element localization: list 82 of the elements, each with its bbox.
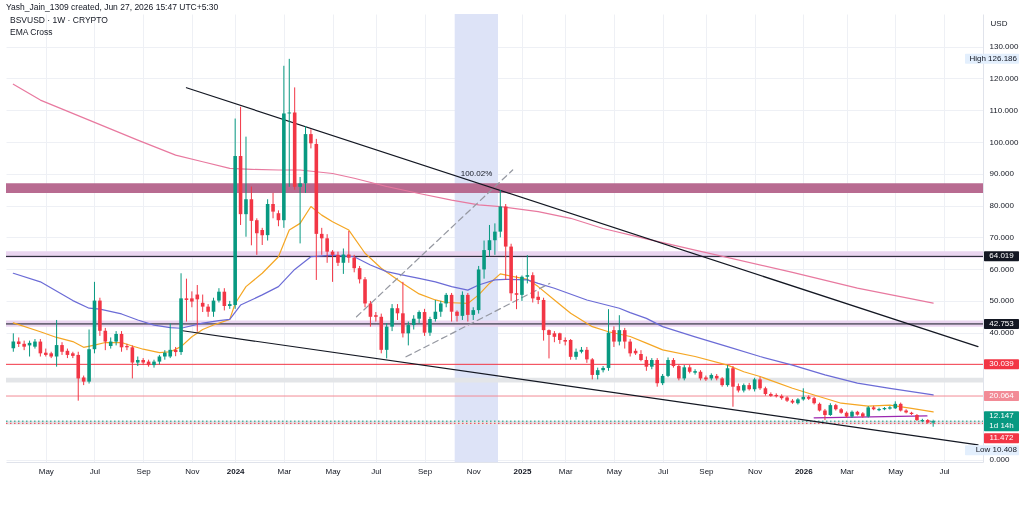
candlestick — [514, 274, 519, 310]
ref-line-label: 12.147 1d 14h — [989, 411, 1015, 431]
x-tick-label: Jul — [371, 466, 382, 476]
candlestick — [184, 278, 189, 323]
ref-line-label: 42.753 — [989, 318, 1015, 328]
candlestick — [601, 365, 605, 373]
candlestick — [622, 327, 627, 350]
annotation: 100.02% — [460, 169, 493, 179]
ref-line-label: 64.019 — [989, 251, 1015, 261]
candlestick — [152, 359, 156, 369]
x-tick-label: 2025 — [513, 466, 532, 476]
candlestick — [455, 309, 459, 323]
candlestick — [325, 233, 329, 264]
x-tick-label: Nov — [747, 466, 763, 476]
x-tick-label: Sep — [417, 466, 433, 476]
x-tick-label: Nov — [185, 466, 200, 476]
candlestick — [319, 227, 324, 256]
candlestick — [390, 303, 394, 332]
y-tick-label: 120.000 — [989, 74, 1019, 83]
x-tick-label: 2026 — [794, 466, 814, 476]
candlestick — [547, 329, 551, 359]
candlestick — [785, 395, 789, 403]
candlestick — [33, 338, 37, 350]
y-tick-label: 80.000 — [989, 201, 1015, 211]
y-tick-label: 70.000 — [989, 232, 1015, 242]
candlestick — [693, 368, 697, 376]
x-tick-label: Nov — [466, 466, 481, 476]
candlestick — [298, 176, 302, 244]
candlestick — [401, 281, 405, 338]
x-tick-label: Jul — [658, 466, 669, 476]
candlestick — [417, 309, 421, 324]
candlestick — [823, 408, 827, 421]
candlestick — [639, 349, 643, 362]
candlestick — [60, 341, 64, 356]
x-tick-label: May — [38, 466, 54, 476]
chart-title: BSVUSD · 1W · CRYPTO — [10, 15, 109, 25]
text: Yash_Jain_1309 created, Jun 27, 2026 15:47 UTC+5:30 — [6, 2, 219, 12]
y-tick-label: 110.000 — [989, 105, 1019, 115]
x-tick-label: May — [325, 466, 341, 476]
y-tick-label: 130.000 — [989, 42, 1019, 52]
x-tick-label: Mar — [277, 466, 292, 476]
x-tick-label: Sep — [699, 466, 715, 476]
y-tick-label: 100.000 — [989, 137, 1019, 147]
candlestick — [525, 254, 530, 284]
x-tick-label: Sep — [136, 466, 152, 476]
x-tick-label: May — [888, 466, 904, 476]
line-series — [12, 205, 934, 413]
x-tick-label: 2024 — [226, 466, 246, 476]
annotation: Low 10.408 — [975, 445, 1018, 455]
candlestick — [612, 325, 616, 348]
x-tick-label: Mar — [558, 466, 573, 476]
candlestick — [287, 58, 292, 188]
candlestick — [482, 240, 486, 280]
y-tick-label: 40.000 — [989, 328, 1015, 338]
y-axis-title: USD — [990, 19, 1008, 28]
candlestick — [520, 274, 524, 302]
annotation: High 126.186 — [969, 53, 1018, 63]
ref-line-label: 30.039 — [989, 359, 1015, 369]
y-tick-label: 60.000 — [989, 264, 1015, 274]
y-tick-label: 0.000 — [989, 455, 1011, 465]
candlestick — [309, 128, 313, 149]
text: EMA Cross — [10, 27, 53, 37]
candlestick — [428, 316, 432, 337]
y-tick-label: 90.000 — [989, 169, 1015, 179]
candlestick — [704, 375, 708, 382]
x-tick-label: Jul — [89, 466, 101, 476]
candlestick — [574, 348, 578, 361]
candlestick — [22, 340, 26, 351]
candlestick — [244, 136, 248, 238]
x-tick-label: May — [606, 466, 622, 476]
candlestick — [666, 356, 670, 378]
candlestick — [271, 192, 275, 219]
candlestick — [206, 303, 210, 318]
ref-line-label: 20.064 — [989, 391, 1015, 401]
candlestick — [346, 230, 351, 264]
y-tick-label: 50.000 — [989, 296, 1015, 306]
candlestick — [493, 222, 497, 256]
ref-line-label: 11.472 — [989, 433, 1014, 443]
x-tick-label: Mar — [840, 466, 855, 476]
x-tick-label: Jul — [939, 466, 950, 476]
candlestick — [466, 292, 470, 323]
line-series — [12, 83, 934, 304]
